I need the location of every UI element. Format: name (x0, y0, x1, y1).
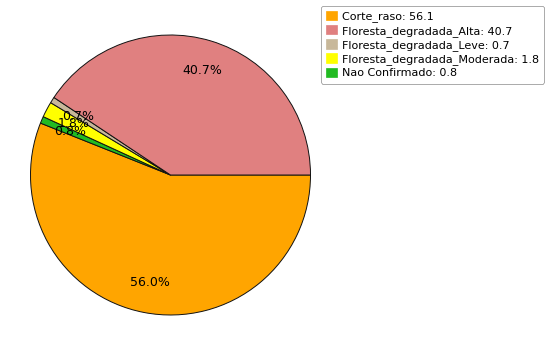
Text: 0.7%: 0.7% (62, 110, 94, 123)
Text: 0.8%: 0.8% (54, 126, 86, 139)
Wedge shape (30, 123, 311, 315)
Legend: Corte_raso: 56.1, Floresta_degradada_Alta: 40.7, Floresta_degradada_Leve: 0.7, F: Corte_raso: 56.1, Floresta_degradada_Alt… (321, 6, 544, 84)
Wedge shape (41, 117, 170, 175)
Wedge shape (51, 97, 170, 175)
Text: 56.0%: 56.0% (130, 276, 170, 289)
Text: 1.8%: 1.8% (58, 118, 90, 131)
Wedge shape (54, 35, 311, 175)
Wedge shape (43, 103, 170, 175)
Text: 40.7%: 40.7% (182, 64, 222, 77)
